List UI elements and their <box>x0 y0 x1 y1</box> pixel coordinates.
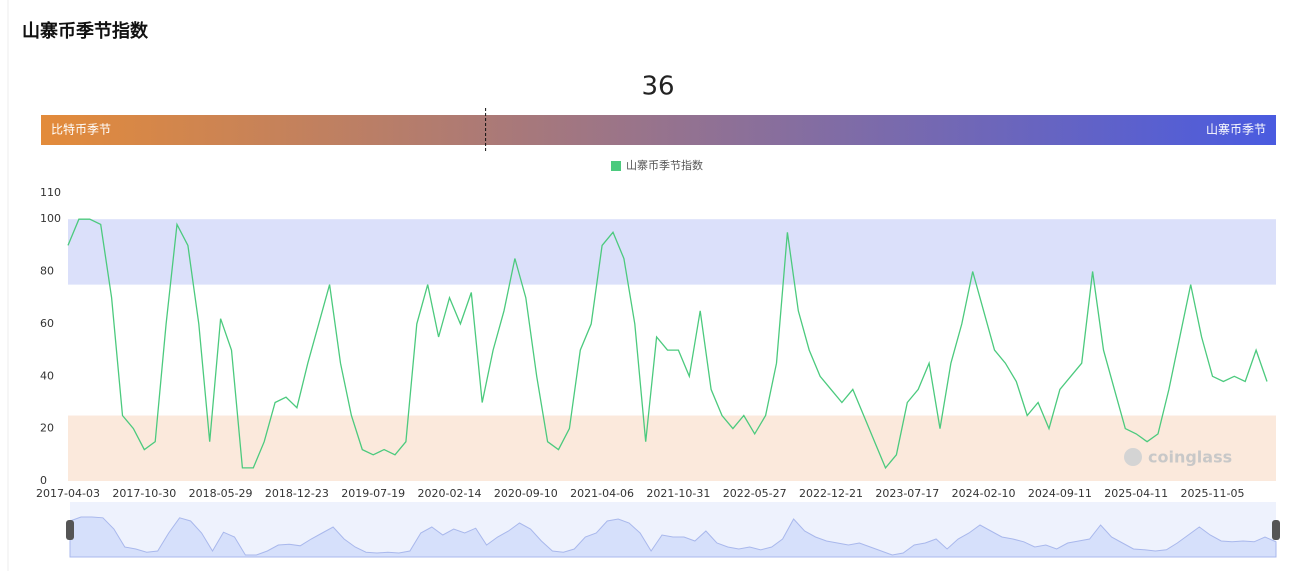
slider-preview <box>69 516 1277 558</box>
y-tick-label: 20 <box>40 422 54 435</box>
y-tick-label: 60 <box>40 317 54 330</box>
legend-swatch <box>611 161 621 171</box>
slider-handle[interactable] <box>66 520 74 540</box>
slider-handle[interactable] <box>1272 520 1280 540</box>
x-tick-label: 2022-05-27 <box>723 487 787 500</box>
x-tick-label: 2019-07-19 <box>341 487 405 500</box>
gauge-min-label: 比特币季节 <box>51 122 111 137</box>
watermark: coinglass <box>1148 448 1232 467</box>
legend-label: 山寨币季节指数 <box>626 158 703 172</box>
y-tick-label: 100 <box>40 212 61 225</box>
x-tick-label: 2024-02-10 <box>952 487 1016 500</box>
x-tick-label: 2018-05-29 <box>189 487 253 500</box>
series-line <box>67 218 1268 470</box>
x-tick-label: 2024-09-11 <box>1028 487 1092 500</box>
watermark-logo <box>1124 448 1142 466</box>
zone-band <box>68 415 1276 481</box>
y-tick-label: 80 <box>40 265 54 278</box>
x-tick-label: 2017-04-03 <box>36 487 100 500</box>
page-title: 山寨币季节指数 <box>22 20 149 42</box>
y-tick-label: 110 <box>40 186 61 199</box>
x-tick-label: 2018-12-23 <box>265 487 329 500</box>
y-tick-label: 0 <box>40 474 47 487</box>
x-tick-label: 2025-11-05 <box>1181 487 1245 500</box>
x-tick-label: 2021-04-06 <box>570 487 634 500</box>
x-tick-label: 2021-10-31 <box>646 487 710 500</box>
x-tick-label: 2022-12-21 <box>799 487 863 500</box>
x-tick-label: 2020-09-10 <box>494 487 558 500</box>
gauge-value: 36 <box>641 72 674 102</box>
x-tick-label: 2020-02-14 <box>418 487 482 500</box>
zone-band <box>68 219 1276 285</box>
x-tick-label: 2017-10-30 <box>112 487 176 500</box>
x-tick-label: 2025-04-11 <box>1104 487 1168 500</box>
gauge-max-label: 山寨币季节 <box>1206 122 1266 137</box>
x-tick-label: 2023-07-17 <box>875 487 939 500</box>
gauge-bar <box>41 115 1276 145</box>
y-tick-label: 40 <box>40 369 54 382</box>
